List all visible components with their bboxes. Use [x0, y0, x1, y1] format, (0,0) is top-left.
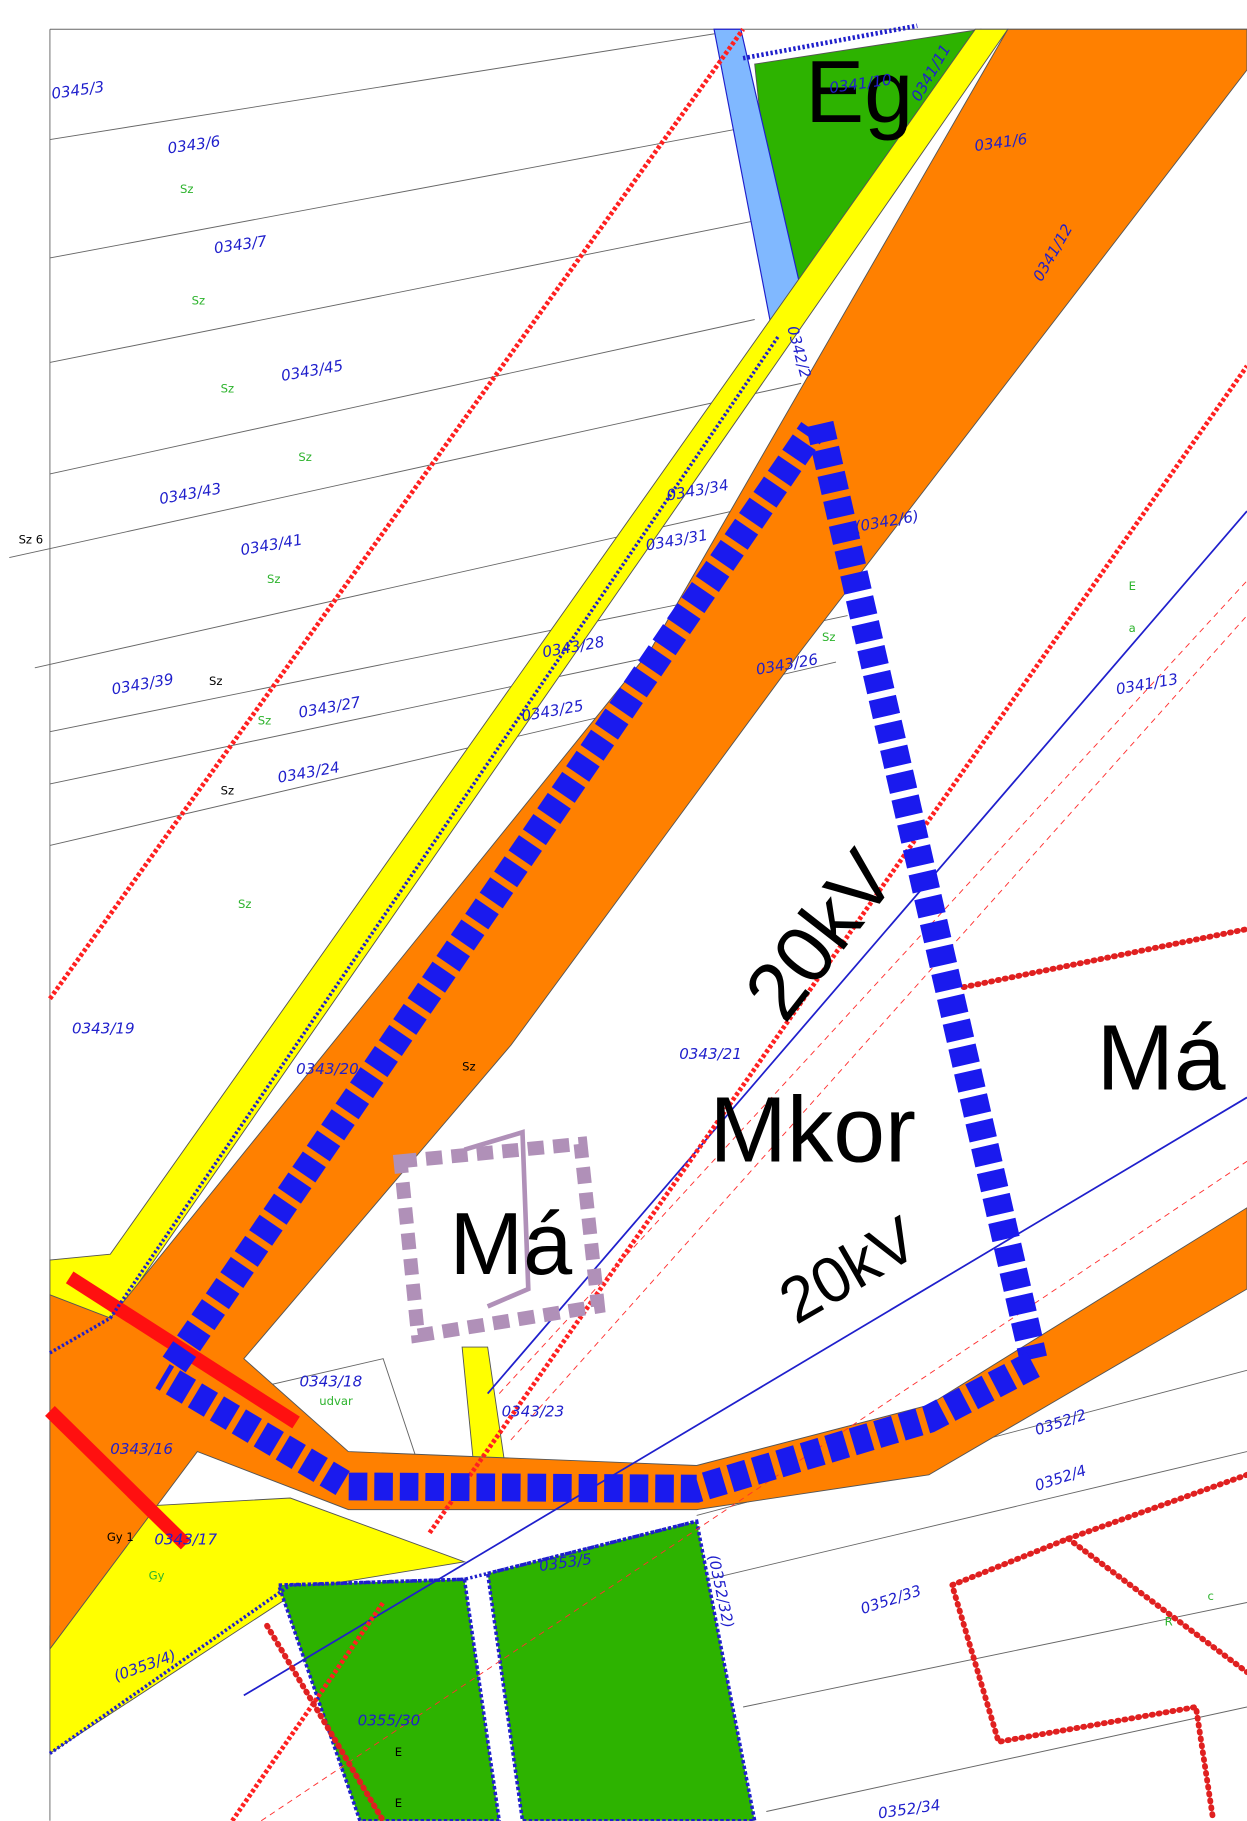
parcel-number: 0343/16	[110, 1440, 173, 1458]
land-use-label: Sz	[462, 1060, 475, 1074]
land-use-label: Sz	[267, 572, 280, 586]
land-use-label: Sz	[221, 382, 234, 396]
land-use-label: R	[1165, 1615, 1173, 1629]
land-use-label: udvar	[319, 1394, 353, 1408]
parcel-line	[766, 1706, 1247, 1812]
land-use-label: Sz	[221, 783, 234, 797]
parcel-line	[49, 319, 755, 475]
land-use-label: Sz	[822, 630, 835, 644]
parcel-line	[49, 220, 755, 363]
parcel-line	[9, 382, 802, 558]
safety-zone	[498, 580, 1247, 1394]
planned-route	[155, 1352, 1040, 1503]
road-boundary	[742, 23, 918, 61]
planned-zone	[463, 1129, 531, 1309]
land-use-label: a	[1129, 621, 1136, 635]
land-use-label: c	[1208, 1589, 1214, 1603]
road-boundary	[48, 1519, 698, 1755]
utility-lines	[45, 23, 1247, 1821]
land-use-label: Sz	[192, 293, 205, 307]
parcel-number: 0343/19	[72, 1020, 135, 1038]
land-use-label: E	[395, 1796, 402, 1810]
zone-label: Má	[1097, 1005, 1226, 1109]
parcel-line	[232, 1358, 419, 1464]
safety-zone	[510, 615, 1247, 1441]
land-use-label: Gy 1	[107, 1530, 134, 1544]
parcel-line	[49, 127, 744, 259]
planned-route	[806, 420, 1047, 1362]
parcel-number: 0355/30	[358, 1712, 421, 1730]
zone-boundary	[1065, 1535, 1247, 1676]
green-area	[485, 1519, 757, 1821]
land-use-label: Sz	[209, 674, 222, 688]
power-line	[48, 27, 745, 1001]
land-use-label: Sz	[180, 182, 193, 196]
parcel-number: 0343/21	[679, 1045, 742, 1063]
power-line	[230, 1601, 386, 1821]
land-use-label: Sz	[258, 714, 271, 728]
planned-zone	[392, 1136, 606, 1344]
parcel-line	[49, 28, 744, 141]
planned-route	[162, 421, 825, 1373]
land-use-label: Sz	[298, 450, 311, 464]
zone-label: Eg	[805, 42, 913, 141]
zone-label: Má	[450, 1194, 573, 1293]
parcel-number: 0343/18	[300, 1373, 363, 1391]
land-use-label: Sz 6	[19, 533, 44, 547]
parcel-line	[34, 487, 837, 669]
zone-boundary	[948, 1471, 1247, 1821]
zone-label: Mkor	[710, 1077, 916, 1181]
parcel-number: 0343/17	[154, 1530, 217, 1548]
land-use-label: Gy	[149, 1568, 165, 1582]
parcel-number: 0343/23	[502, 1403, 565, 1421]
power-line	[427, 364, 1247, 1535]
land-use-label: Sz	[238, 897, 251, 911]
cable-line	[486, 510, 1247, 1395]
parcel-line	[708, 1451, 1247, 1580]
road-edge	[45, 1405, 191, 1550]
parcel-number: 0343/20	[296, 1060, 359, 1078]
road-area	[49, 28, 1247, 1651]
land-use-label: E	[395, 1745, 402, 1759]
land-use-label: E	[1129, 579, 1136, 593]
cable-line	[243, 1096, 1247, 1697]
road-boundary	[49, 335, 780, 1355]
zone-boundary	[960, 926, 1247, 991]
parcel-line	[742, 1602, 1247, 1708]
zone-boundary	[264, 1622, 387, 1821]
